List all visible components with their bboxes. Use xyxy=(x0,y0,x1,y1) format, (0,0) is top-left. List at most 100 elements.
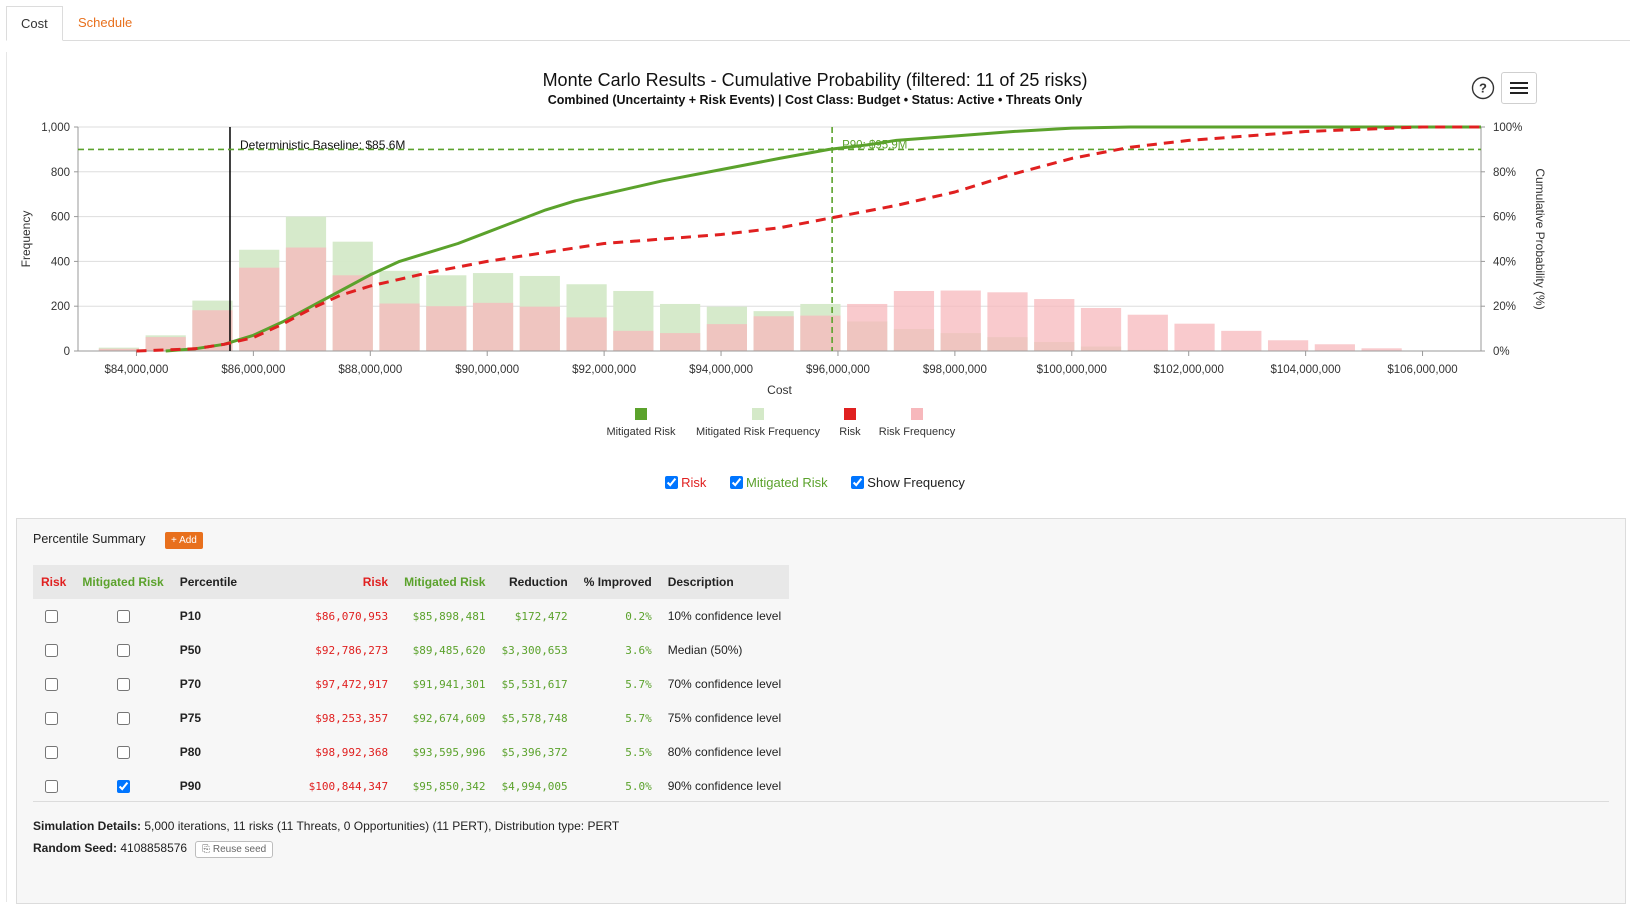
cell-description: 75% confidence level xyxy=(667,711,782,725)
risk-cumulative-line xyxy=(136,125,1481,353)
x-tick-label: $90,000,000 xyxy=(455,364,519,376)
cell-mitigated: $85,898,481 xyxy=(412,609,486,623)
risk-row-checkbox[interactable] xyxy=(45,677,58,691)
legend-swatch xyxy=(911,408,923,420)
cell-description: 90% confidence level xyxy=(667,779,782,793)
y-right-tick-label: 40% xyxy=(1493,256,1516,268)
x-tick-label: $92,000,000 xyxy=(572,364,636,376)
cell-percentile: P90 xyxy=(179,779,202,793)
risk-frequency-bar xyxy=(1034,299,1075,351)
random-seed: Random Seed: 4108858576 ⎘ Reuse seed xyxy=(33,841,274,858)
cell-reduction: $5,396,372 xyxy=(501,745,568,759)
frequency-toggle[interactable]: Show Frequency xyxy=(851,475,965,490)
cell-risk: $86,070,953 xyxy=(315,609,389,623)
risk-frequency-bar xyxy=(753,316,794,351)
risk-frequency-bar xyxy=(800,315,841,351)
risk-frequency-bar xyxy=(519,306,560,351)
mitigated-cumulative-line xyxy=(165,125,1481,353)
risk-row-checkbox[interactable] xyxy=(45,643,58,657)
mitigated-row-checkbox[interactable] xyxy=(117,711,131,725)
tab-cost[interactable]: Cost xyxy=(6,6,63,41)
cell-description: 80% confidence level xyxy=(667,745,782,759)
header-improved: % Improved xyxy=(575,565,660,599)
risk-toggle-label: Risk xyxy=(681,475,707,490)
cell-risk: $98,992,368 xyxy=(315,745,389,759)
hamburger-icon xyxy=(1510,82,1528,94)
random-seed-value: 4108858576 xyxy=(117,841,188,855)
risk-frequency-bar xyxy=(940,290,981,351)
mitigated-row-checkbox[interactable] xyxy=(117,609,131,623)
x-tick-label: $96,000,000 xyxy=(806,364,870,376)
risk-frequency-bar xyxy=(472,302,514,351)
help-button[interactable]: ? xyxy=(1466,73,1500,103)
checkbox-cell xyxy=(33,735,74,769)
y-left-tick-label: 400 xyxy=(51,256,70,268)
menu-button[interactable] xyxy=(1501,72,1537,104)
risk-frequency-bar xyxy=(1127,314,1168,351)
risk-frequency-bar xyxy=(1361,348,1402,351)
cell-description: 70% confidence level xyxy=(667,677,782,691)
risk-frequency-bar xyxy=(379,303,420,351)
mitigated-checkbox[interactable] xyxy=(730,476,744,489)
y-left-tick-label: 0 xyxy=(64,346,70,358)
tab-schedule[interactable]: Schedule xyxy=(78,15,133,30)
mitigated-row-checkbox[interactable] xyxy=(117,677,131,691)
risk-row-checkbox[interactable] xyxy=(45,609,58,623)
percentile-table: Risk Mitigated Risk Percentile Risk Miti… xyxy=(33,565,790,803)
x-tick-label: $102,000,000 xyxy=(1154,364,1224,376)
cell-description: Median (50%) xyxy=(667,643,743,657)
mitigated-row-checkbox[interactable] xyxy=(117,643,131,657)
percentile-summary-title: Percentile Summary xyxy=(33,532,146,546)
cell-risk: $98,253,357 xyxy=(315,711,389,725)
legend-label: Mitigated Risk xyxy=(606,426,676,438)
risk-row-checkbox[interactable] xyxy=(45,711,58,725)
simulation-details: Simulation Details: 5,000 iterations, 11… xyxy=(33,819,619,833)
percentile-table-body: P10 $86,070,953 $85,898,481 $172,472 0.2% 10%… xyxy=(33,599,789,803)
simulation-details-text: 5,000 iterations, 11 risks (11 Threats, … xyxy=(141,819,620,833)
header-mitigated-select: Mitigated Risk xyxy=(74,565,172,599)
y-right-tick-label: 0% xyxy=(1493,346,1510,358)
mitigated-toggle[interactable]: Mitigated Risk xyxy=(730,475,828,490)
risk-row-checkbox[interactable] xyxy=(45,745,58,759)
risk-frequency-bar xyxy=(285,247,327,351)
risk-frequency-bar xyxy=(706,324,747,351)
legend-swatch xyxy=(752,408,764,420)
risk-toggle[interactable]: Risk xyxy=(665,475,706,490)
frequency-checkbox[interactable] xyxy=(851,476,865,489)
risk-frequency-bar xyxy=(660,333,701,351)
mitigated-row-checkbox[interactable] xyxy=(117,779,131,793)
add-percentile-button[interactable]: + Add xyxy=(165,532,203,549)
x-tick-label: $88,000,000 xyxy=(338,364,402,376)
y-left-tick-label: 600 xyxy=(51,212,70,224)
table-row: P50 $92,786,273 $89,485,620 $3,300,653 3.6% M… xyxy=(33,633,789,667)
risk-frequency-bar xyxy=(1314,344,1355,351)
cell-risk: $92,786,273 xyxy=(315,643,389,657)
risk-frequency-bar xyxy=(145,337,186,351)
header-mitigated: Mitigated Risk xyxy=(396,565,494,599)
legend-label: Mitigated Risk Frequency xyxy=(696,426,821,438)
y-right-tick-label: 80% xyxy=(1493,167,1516,179)
checkbox-cell xyxy=(33,701,74,735)
table-row: P80 $98,992,368 $93,595,996 $5,396,372 5.5% 8… xyxy=(33,735,789,769)
risk-checkbox[interactable] xyxy=(665,476,679,489)
risk-row-checkbox[interactable] xyxy=(45,779,58,793)
legend-swatch xyxy=(844,408,856,420)
header-description: Description xyxy=(659,565,790,599)
risk-frequency-bar xyxy=(1267,340,1309,351)
mitigated-row-checkbox[interactable] xyxy=(117,745,131,759)
cell-reduction: $3,300,653 xyxy=(501,643,568,657)
cell-percentile: P75 xyxy=(179,711,202,725)
cell-improved: 5.0% xyxy=(625,779,652,793)
reuse-seed-label: Reuse seed xyxy=(212,844,267,855)
reuse-seed-button[interactable]: ⎘ Reuse seed xyxy=(195,841,274,858)
checkbox-cell xyxy=(74,667,171,701)
header-risk: Risk xyxy=(245,565,397,599)
risk-frequency-bar xyxy=(98,348,140,351)
header-percentile: Percentile xyxy=(171,565,246,599)
mitigated-toggle-label: Mitigated Risk xyxy=(746,475,828,490)
y-left-tick-label: 1,000 xyxy=(41,122,70,134)
checkbox-cell xyxy=(33,633,74,667)
risk-frequency-bar xyxy=(613,330,654,351)
checkbox-cell xyxy=(74,701,171,735)
cell-reduction: $172,472 xyxy=(514,609,568,623)
